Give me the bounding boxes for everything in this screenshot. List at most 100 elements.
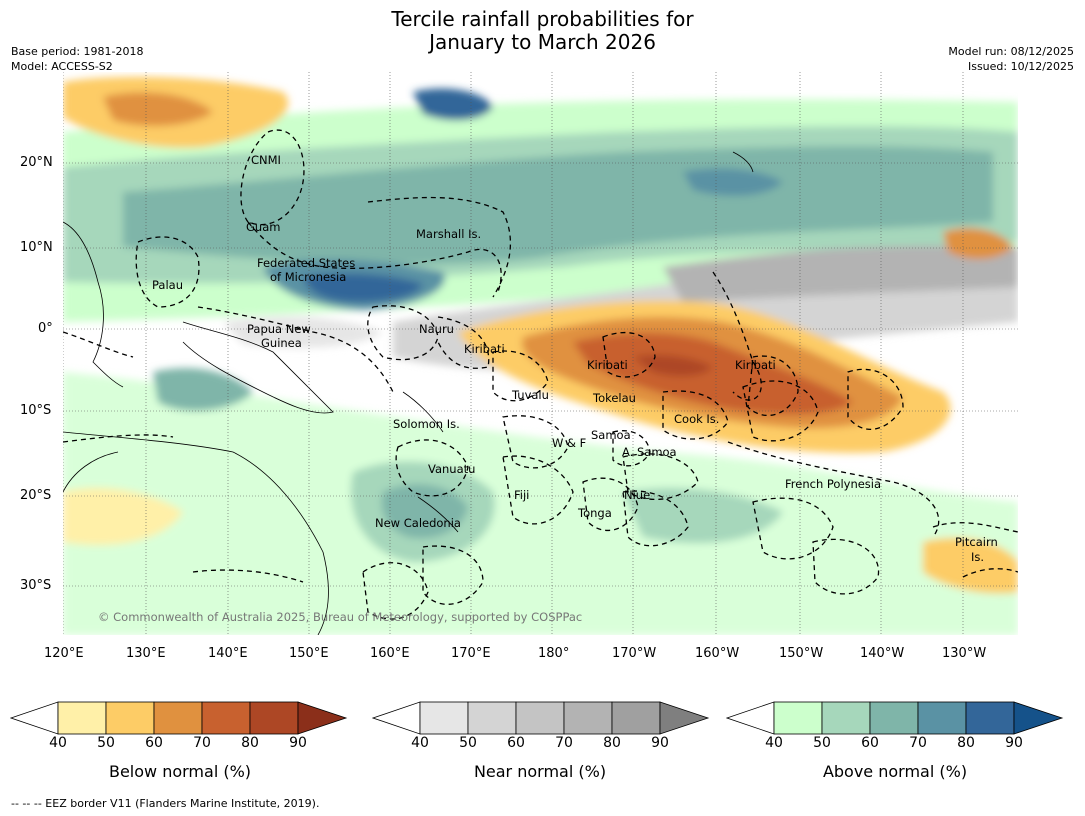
colorbar-extend-low — [10, 701, 59, 735]
colorbar-tick: 80 — [957, 735, 975, 751]
label-kiribati-central: Kiribati — [587, 358, 628, 372]
colorbar-extend-high — [659, 701, 710, 735]
colorbar-above-normal — [726, 701, 1064, 735]
title-line-2: January to March 2026 — [429, 30, 656, 54]
label-samoa: Samoa — [591, 428, 631, 442]
graticule — [63, 72, 1018, 635]
colorbar-extend-high — [297, 701, 348, 735]
colorbar-near-normal — [372, 701, 710, 735]
label-wallis-futuna: W & F — [552, 436, 586, 450]
colorbar-segment — [869, 701, 919, 735]
lon-label: 160°E — [370, 646, 410, 661]
colorbar-segment — [57, 701, 107, 735]
colorbar-segment — [917, 701, 967, 735]
colorbar-segment — [773, 701, 823, 735]
colorbar-segment — [563, 701, 613, 735]
label-tonga: Tonga — [577, 506, 612, 520]
lon-label: 170°W — [612, 646, 657, 661]
colorbar-tick: 60 — [507, 735, 525, 751]
colorbar-segment — [419, 701, 469, 735]
lon-label: 160°W — [695, 646, 740, 661]
lat-label: 10°N — [20, 240, 53, 255]
eez-borders — [63, 129, 1018, 620]
colorbar-segment — [965, 701, 1015, 735]
colorbar-segment — [105, 701, 155, 735]
title-line-1: Tercile rainfall probabilities for — [391, 7, 694, 31]
label-kiribati-east: Kiribati — [735, 358, 776, 372]
colorbar-tick: 80 — [603, 735, 621, 751]
lat-label: 30°S — [20, 578, 52, 593]
colorbar-title-above: Above normal (%) — [822, 762, 968, 781]
label-fsm-line2: of Micronesia — [270, 270, 346, 284]
label-fiji: Fiji — [514, 488, 529, 502]
colorbar-tick: 70 — [555, 735, 573, 751]
issued-date: Issued: 10/12/2025 — [967, 60, 1074, 73]
colorbar-tick: 50 — [459, 735, 477, 751]
colorbar-tick: 40 — [765, 735, 783, 751]
lon-label: 150°E — [289, 646, 329, 661]
label-cook-is: Cook Is. — [674, 412, 719, 426]
map-title: Tercile rainfall probabilities for Janua… — [0, 8, 1085, 54]
lon-label: 170°E — [451, 646, 491, 661]
label-kiribati-west: Kiribati — [464, 342, 505, 356]
label-tokelau: Tokelau — [592, 391, 636, 405]
lon-label: 120°E — [44, 646, 84, 661]
colorbar-tick: 90 — [289, 735, 307, 751]
colorbar-extend-low — [726, 701, 775, 735]
probability-fields — [63, 76, 1018, 635]
colorbar-segment — [153, 701, 203, 735]
lon-label: 140°E — [208, 646, 248, 661]
meta-right: Model run: 08/12/2025 Issued: 10/12/2025 — [948, 44, 1074, 74]
label-nauru: Nauru — [419, 322, 454, 336]
label-png-line1: Papua New — [247, 322, 311, 336]
lat-label: 0° — [38, 321, 53, 336]
colorbar-segment — [821, 701, 871, 735]
lon-label: 140°W — [860, 646, 905, 661]
colorbar-segment — [201, 701, 251, 735]
colorbar-tick: 60 — [145, 735, 163, 751]
colorbar-tick: 60 — [861, 735, 879, 751]
model-run: Model run: 08/12/2025 — [948, 45, 1074, 58]
label-fsm-line1: Federated States — [257, 256, 355, 270]
lon-label: 130°E — [126, 646, 166, 661]
label-new-caledonia: New Caledonia — [375, 516, 461, 530]
label-pitcairn-line2: Is. — [971, 550, 984, 564]
lon-label: 180° — [538, 646, 570, 661]
probability-map: CNMI Guam Marshall Is. Federated States … — [63, 72, 1018, 635]
label-niue: Niue — [624, 488, 650, 502]
colorbar-tick: 50 — [813, 735, 831, 751]
lat-label: 20°N — [20, 155, 53, 170]
colorbar-tick: 90 — [1005, 735, 1023, 751]
colorbar-title-below: Below normal (%) — [108, 762, 252, 781]
label-french-polynesia: French Polynesia — [785, 477, 881, 491]
colorbar-segment — [611, 701, 661, 735]
colorbar-segment — [515, 701, 565, 735]
label-marshall-is: Marshall Is. — [416, 227, 481, 241]
model-name: Model: ACCESS-S2 — [11, 60, 113, 73]
colorbar-below-normal — [10, 701, 348, 735]
label-pitcairn-line1: Pitcairn — [955, 535, 998, 549]
lon-label: 130°W — [942, 646, 987, 661]
lat-label: 10°S — [20, 403, 52, 418]
colorbar-tick: 40 — [49, 735, 67, 751]
colorbar-segment — [467, 701, 517, 735]
eez-footer-note: -- -- -- EEZ border V11 (Flanders Marine… — [11, 797, 320, 810]
coastlines — [63, 151, 754, 635]
colorbar-tick: 70 — [909, 735, 927, 751]
label-vanuatu: Vanuatu — [428, 462, 475, 476]
lon-label: 150°W — [779, 646, 824, 661]
colorbar-title-near: Near normal (%) — [473, 762, 607, 781]
place-labels: CNMI Guam Marshall Is. Federated States … — [152, 153, 998, 564]
copyright-notice: © Commonwealth of Australia 2025, Bureau… — [98, 610, 582, 624]
colorbar-tick: 50 — [97, 735, 115, 751]
colorbar-segment — [249, 701, 299, 735]
colorbar-tick: 70 — [193, 735, 211, 751]
colorbar-tick: 40 — [411, 735, 429, 751]
colorbar-tick: 80 — [241, 735, 259, 751]
base-period: Base period: 1981-2018 — [11, 45, 144, 58]
lat-label: 20°S — [20, 488, 52, 503]
label-cnmi: CNMI — [251, 153, 281, 167]
label-png-line2: Guinea — [261, 336, 302, 350]
colorbar-extend-high — [1013, 701, 1064, 735]
colorbar-extend-low — [372, 701, 421, 735]
